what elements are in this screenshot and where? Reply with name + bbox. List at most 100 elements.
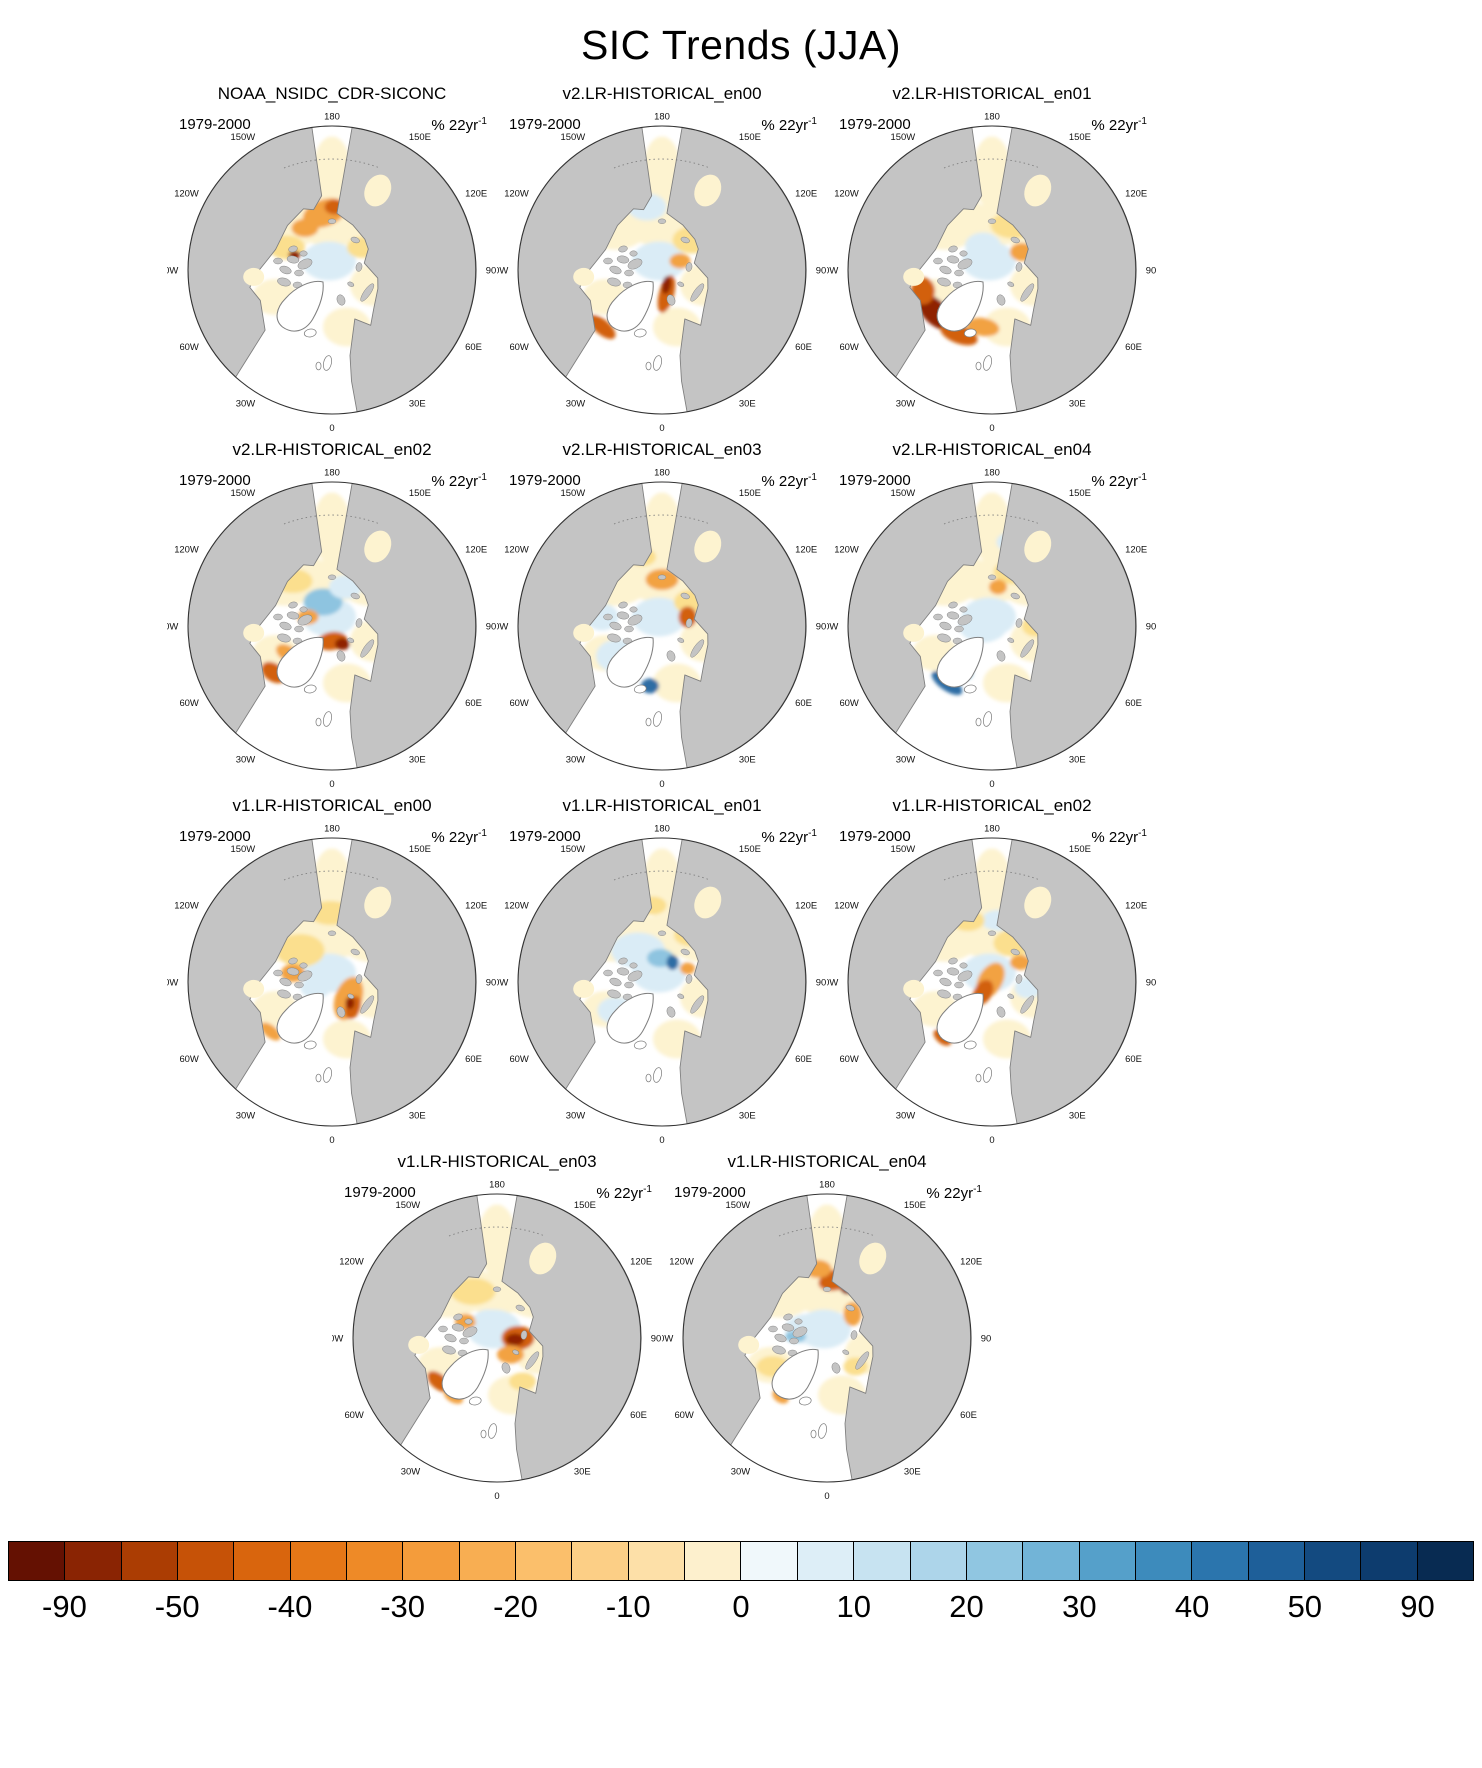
colorbar-tick-label: -50 — [154, 1589, 200, 1624]
longitude-label: 30E — [409, 1110, 426, 1121]
panel-units: % 22yr-1 — [1091, 116, 1147, 134]
longitude-label: 180 — [654, 824, 670, 835]
panel-plot: 1979-2000 % 22yr-1 180 150E 120E 90E 60E 30E 0… — [167, 817, 497, 1147]
longitude-label: 60W — [839, 698, 858, 709]
longitude-label: 90E — [816, 265, 827, 276]
colorbar-tick-label: 90 — [1400, 1589, 1435, 1624]
longitude-label: 150E — [739, 132, 761, 143]
panel-units-base: % 22yr — [431, 117, 479, 134]
panel-title: v2.LR-HISTORICAL_en04 — [892, 440, 1092, 459]
colorbar-tick-label: 10 — [836, 1589, 871, 1624]
longitude-label: 60W — [179, 1054, 198, 1065]
longitude-label: 150W — [890, 844, 915, 855]
longitude-label: 120E — [1125, 188, 1147, 199]
panel-units-base: % 22yr — [761, 117, 809, 134]
longitude-label: 150W — [230, 132, 255, 143]
longitude-label: 90W — [497, 265, 508, 276]
polar-map: 180 150E 120E 90E 60E 30E 0 30W 60W 90W 120W 150W — [497, 112, 827, 434]
longitude-label: 30E — [1069, 754, 1086, 765]
land-layer — [353, 1195, 641, 1481]
colorbar-tick-label: -90 — [42, 1589, 87, 1624]
land-layer — [683, 1195, 971, 1481]
longitude-label: 180 — [984, 112, 1000, 123]
colorbar-segment — [9, 1542, 66, 1580]
longitude-label: 120E — [465, 900, 487, 911]
longitude-label: 180 — [819, 1180, 835, 1191]
colorbar-segment — [1361, 1542, 1418, 1580]
panel-period: 1979-2000 — [179, 828, 251, 845]
panel-units-exponent: -1 — [808, 828, 817, 839]
longitude-label: 150W — [230, 488, 255, 499]
panel-units: % 22yr-1 — [926, 1184, 982, 1202]
longitude-label: 90E — [816, 621, 827, 632]
panel-units: % 22yr-1 — [596, 1184, 652, 1202]
longitude-label: 120W — [339, 1256, 364, 1267]
longitude-label: 150E — [1069, 132, 1091, 143]
longitude-label: 60W — [509, 342, 528, 353]
longitude-label: 30E — [739, 1110, 756, 1121]
longitude-label: 90E — [1146, 977, 1157, 988]
longitude-label: 90W — [662, 1333, 673, 1344]
panel-period: 1979-2000 — [674, 1184, 746, 1201]
panel-units-exponent: -1 — [478, 472, 487, 483]
panel-units-exponent: -1 — [1138, 472, 1147, 483]
panel-title: v2.LR-HISTORICAL_en01 — [892, 84, 1092, 103]
longitude-label: 120W — [504, 188, 529, 199]
longitude-label: 30E — [1069, 1110, 1086, 1121]
land-layer — [188, 483, 476, 769]
panel-units-exponent: -1 — [643, 1184, 652, 1195]
longitude-label: 90W — [827, 977, 838, 988]
longitude-label: 150E — [739, 488, 761, 499]
panel-units-base: % 22yr — [431, 473, 479, 490]
polar-map: 180 150E 120E 90E 60E 30E 0 30W 60W 90W 120W 150W — [662, 1180, 992, 1502]
colorbar-bar — [8, 1541, 1474, 1581]
panel-period: 1979-2000 — [509, 116, 581, 133]
polar-map: 180 150E 120E 90E 60E 30E 0 30W 60W 90W 120W 150W — [827, 468, 1157, 790]
longitude-label: 120W — [504, 900, 529, 911]
colorbar-segment — [1023, 1542, 1080, 1580]
longitude-label: 30E — [739, 754, 756, 765]
longitude-label: 60W — [509, 1054, 528, 1065]
polar-map: 180 150E 120E 90E 60E 30E 0 30W 60W 90W 120W 150W — [167, 112, 497, 434]
longitude-label: 90E — [486, 265, 497, 276]
longitude-label: 30E — [409, 398, 426, 409]
land-layer — [848, 839, 1136, 1125]
longitude-label: 150E — [904, 1200, 926, 1211]
colorbar-segment — [1417, 1542, 1473, 1580]
panel-title: v2.LR-HISTORICAL_en02 — [232, 440, 432, 459]
panel-units-exponent: -1 — [808, 116, 817, 127]
longitude-label: 150E — [739, 844, 761, 855]
longitude-label: 30W — [401, 1466, 420, 1477]
panel-plot: 1979-2000 % 22yr-1 180 150E 120E 90E 60E 30E 0… — [497, 105, 827, 435]
longitude-label: 180 — [984, 468, 1000, 479]
colorbar-segment — [403, 1542, 460, 1580]
longitude-label: 60W — [839, 1054, 858, 1065]
figure-title: SIC Trends (JJA) — [580, 22, 902, 68]
longitude-label: 120W — [504, 544, 529, 555]
longitude-label: 120E — [795, 900, 817, 911]
longitude-label: 150W — [890, 132, 915, 143]
polar-map: 180 150E 120E 90E 60E 30E 0 30W 60W 90W 120W 150W — [332, 1180, 662, 1502]
panel-units-base: % 22yr — [1091, 117, 1139, 134]
longitude-label: 0 — [329, 423, 334, 434]
panel-plot: 1979-2000 % 22yr-1 180 150E 120E 90E 60E 30E 0… — [497, 461, 827, 791]
colorbar-segment — [1135, 1542, 1193, 1580]
longitude-label: 60E — [795, 342, 812, 353]
panel-period: 1979-2000 — [509, 472, 581, 489]
longitude-label: 60E — [465, 698, 482, 709]
longitude-label: 150E — [1069, 488, 1091, 499]
longitude-label: 150W — [230, 844, 255, 855]
longitude-label: 30E — [574, 1466, 591, 1477]
longitude-label: 90E — [816, 977, 827, 988]
polar-map: 180 150E 120E 90E 60E 30E 0 30W 60W 90W 120W 150W — [497, 824, 827, 1146]
longitude-label: 60E — [795, 698, 812, 709]
longitude-label: 30E — [904, 1466, 921, 1477]
polar-map: 180 150E 120E 90E 60E 30E 0 30W 60W 90W 120W 150W — [167, 824, 497, 1146]
panel-title: v2.LR-HISTORICAL_en00 — [562, 84, 762, 103]
land-layer — [518, 839, 806, 1125]
colorbar-tick-label: -20 — [493, 1589, 538, 1624]
colorbar-labels: -90 -50 -40 -30 -20 -10 0 10 20 30 40 50 90 — [8, 1581, 1474, 1631]
longitude-label: 180 — [654, 468, 670, 479]
longitude-label: 90E — [651, 1333, 662, 1344]
map-panel: v1.LR-HISTORICAL_en01 1979-2000 % 22yr-1… — [497, 795, 827, 1147]
